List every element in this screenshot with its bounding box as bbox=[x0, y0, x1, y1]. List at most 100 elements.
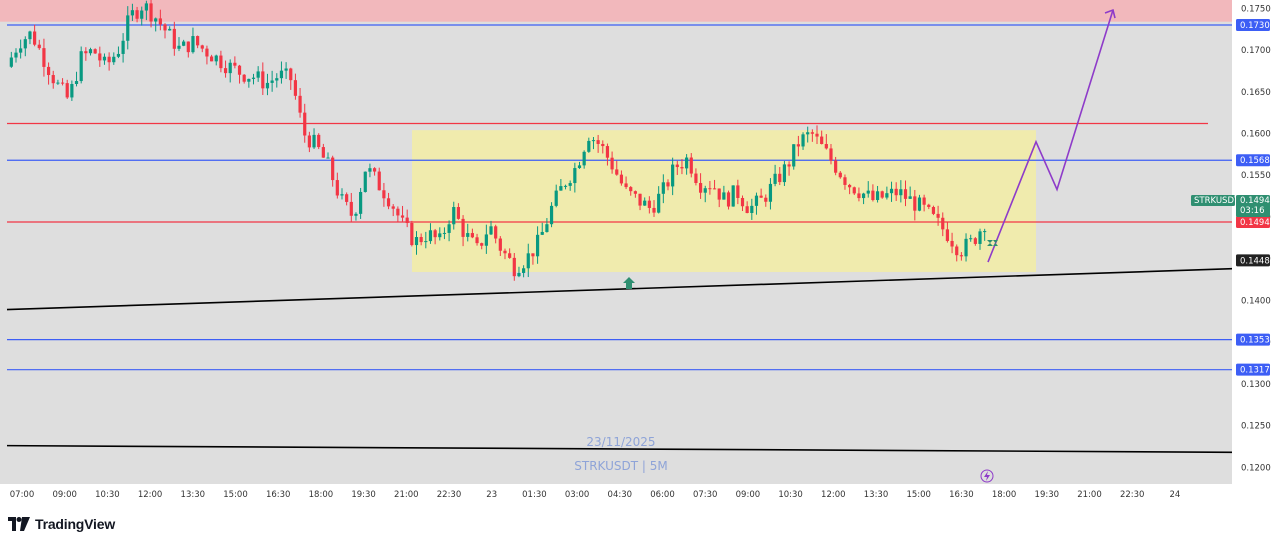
candle-body bbox=[284, 68, 288, 71]
time-tick-label: 10:30 bbox=[778, 490, 803, 500]
time-tick-label: 18:00 bbox=[992, 490, 1017, 500]
price-label-box bbox=[1236, 333, 1270, 346]
candle-body bbox=[605, 146, 610, 158]
candle-body bbox=[149, 3, 153, 22]
candle-body bbox=[233, 62, 237, 66]
candle-body bbox=[345, 194, 349, 202]
candle-body bbox=[661, 182, 665, 194]
candle-body bbox=[848, 184, 852, 188]
candle-body bbox=[98, 53, 102, 61]
candle-body bbox=[372, 168, 377, 172]
tradingview-brand[interactable]: TradingView bbox=[8, 516, 115, 532]
candle-body bbox=[368, 168, 372, 172]
price-label-value: 0.1353 bbox=[1240, 336, 1270, 346]
candle-body bbox=[251, 77, 256, 79]
price-label: 0.1730 bbox=[1236, 19, 1270, 32]
candle-body bbox=[666, 182, 670, 187]
candle-body bbox=[298, 95, 302, 113]
candle-body bbox=[722, 192, 726, 200]
candle-body bbox=[633, 191, 637, 194]
current-price-box bbox=[1236, 194, 1270, 217]
price-tick-label: 0.1200 bbox=[1241, 463, 1271, 473]
candle-body bbox=[768, 183, 773, 202]
candle-body bbox=[494, 226, 498, 239]
candle-body bbox=[74, 81, 79, 85]
candle-body bbox=[466, 233, 470, 237]
candle-body bbox=[866, 190, 870, 194]
candle-body bbox=[312, 134, 316, 148]
candle-body bbox=[894, 188, 898, 196]
candle-body bbox=[857, 193, 861, 199]
time-tick-label: 13:30 bbox=[181, 490, 206, 500]
date-watermark: 23/11/2025 bbox=[586, 435, 655, 449]
time-tick-label: 19:30 bbox=[351, 490, 376, 500]
candle-body bbox=[689, 157, 693, 174]
price-tick-label: 0.1300 bbox=[1241, 380, 1271, 390]
time-tick-label: 12:00 bbox=[138, 490, 163, 500]
candle-body bbox=[84, 51, 88, 54]
candle-body bbox=[442, 232, 447, 234]
candle-body bbox=[70, 84, 74, 98]
time-tick-label: 04:30 bbox=[608, 490, 633, 500]
candle-body bbox=[889, 188, 894, 194]
candle-body bbox=[671, 164, 675, 187]
candle-body bbox=[754, 195, 759, 206]
time-tick-label: 15:00 bbox=[223, 490, 248, 500]
lightning-icon[interactable] bbox=[980, 469, 994, 483]
candle-body bbox=[37, 44, 41, 49]
candle-body bbox=[563, 185, 568, 187]
candle-body bbox=[875, 191, 880, 201]
candle-body bbox=[317, 134, 321, 148]
candle-body bbox=[973, 238, 977, 244]
candle-body bbox=[293, 80, 298, 96]
candle-body bbox=[489, 226, 493, 235]
candle-body bbox=[731, 185, 735, 207]
candle-body bbox=[983, 231, 987, 233]
candle-body bbox=[270, 80, 274, 83]
candle-body bbox=[917, 197, 922, 211]
time-tick-label: 12:00 bbox=[821, 490, 846, 500]
price-chart[interactable]: 0.12000.12500.13000.13500.14000.14500.15… bbox=[0, 0, 1280, 504]
candle-body bbox=[265, 82, 270, 89]
candle-body bbox=[335, 180, 339, 196]
candle-body bbox=[279, 70, 284, 79]
time-tick-label: 19:30 bbox=[1035, 490, 1060, 500]
candle-body bbox=[228, 62, 232, 74]
price-tick-label: 0.1700 bbox=[1241, 46, 1271, 56]
candle-body bbox=[838, 172, 842, 178]
price-label: 0.1448 bbox=[1236, 254, 1270, 267]
candle-body bbox=[400, 215, 405, 218]
candle-body bbox=[950, 240, 954, 247]
trendline bbox=[6, 444, 1233, 454]
candle-body bbox=[209, 56, 214, 62]
candle-body bbox=[852, 187, 856, 194]
candle-body bbox=[42, 48, 46, 67]
candle-body bbox=[903, 189, 908, 199]
candle-body bbox=[969, 238, 973, 240]
candle-body bbox=[834, 160, 838, 173]
candle-body bbox=[102, 56, 107, 61]
time-axis-background bbox=[0, 484, 1232, 504]
candle-body bbox=[121, 40, 125, 54]
price-tick-label: 0.1400 bbox=[1241, 296, 1271, 306]
candle-body bbox=[242, 74, 246, 82]
candle-body bbox=[787, 164, 791, 167]
candle-body bbox=[591, 140, 596, 142]
candle-body bbox=[168, 28, 172, 31]
time-tick-label: 09:00 bbox=[736, 490, 761, 500]
candle-body bbox=[587, 140, 591, 152]
candle-body bbox=[205, 48, 209, 57]
candle-body bbox=[726, 192, 731, 207]
candle-body bbox=[144, 3, 148, 11]
candle-body bbox=[186, 41, 190, 53]
current-price-value: 0.1494 bbox=[1240, 196, 1270, 206]
candle-body bbox=[410, 223, 414, 246]
candle-body bbox=[363, 171, 367, 192]
candle-body bbox=[88, 49, 93, 54]
time-tick-label: 23 bbox=[486, 490, 497, 500]
candle-body bbox=[480, 243, 484, 246]
candle-body bbox=[289, 68, 293, 81]
time-tick-label: 22:30 bbox=[1120, 490, 1145, 500]
price-label: 0.1353 bbox=[1236, 333, 1270, 346]
